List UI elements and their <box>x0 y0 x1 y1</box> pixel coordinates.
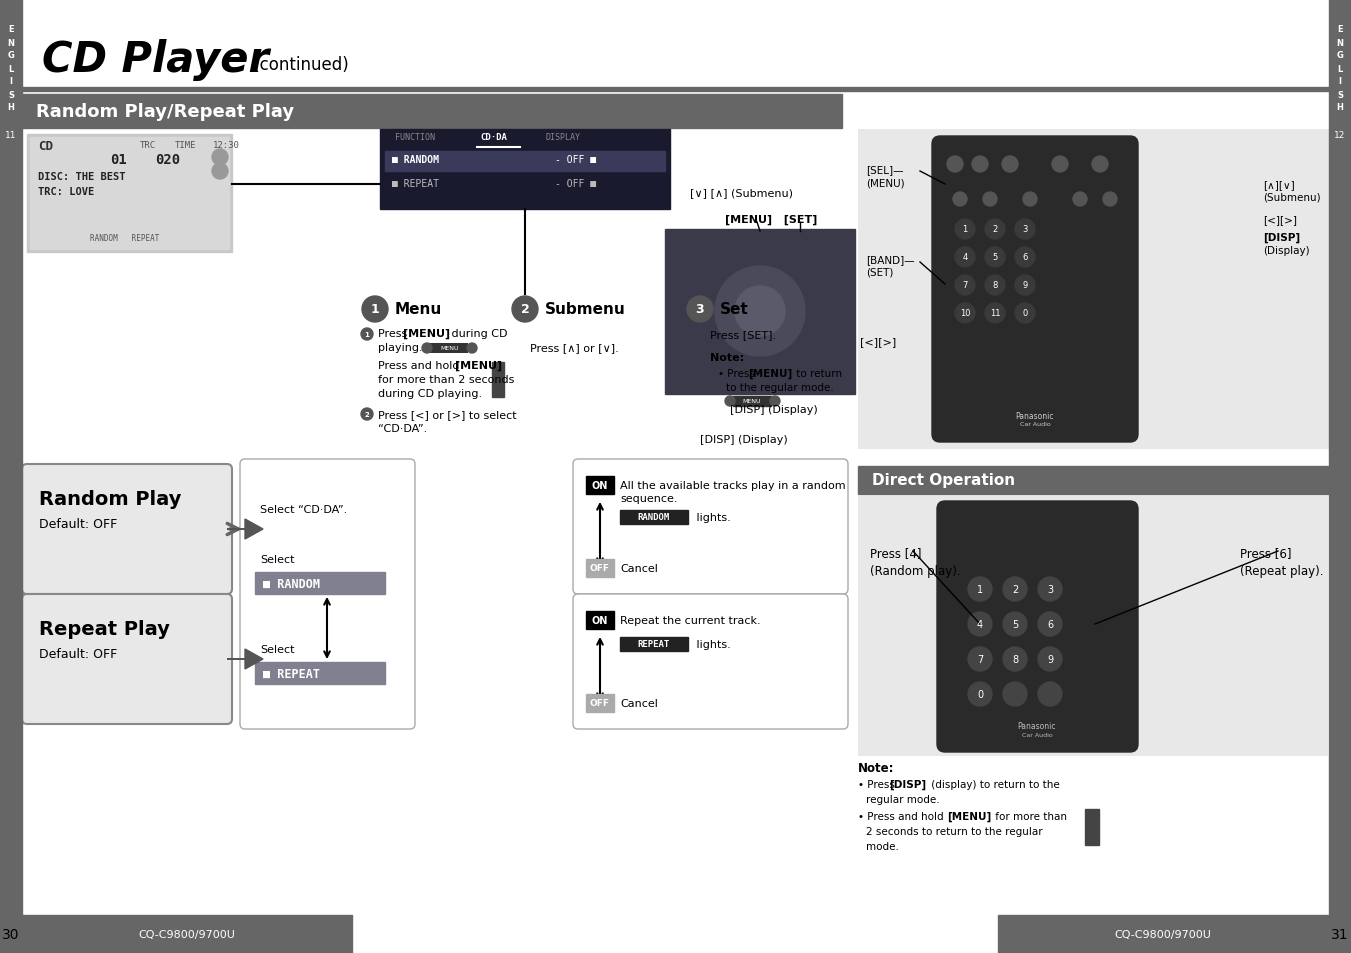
Bar <box>998 915 1328 953</box>
Circle shape <box>985 248 1005 268</box>
Circle shape <box>955 248 975 268</box>
Circle shape <box>688 296 713 323</box>
Text: Press: Press <box>378 329 411 338</box>
Text: to return: to return <box>793 369 842 378</box>
Circle shape <box>467 344 477 354</box>
Text: [MENU]: [MENU] <box>403 329 450 338</box>
Text: Press [<] or [>] to select: Press [<] or [>] to select <box>378 410 516 419</box>
Text: (Submenu): (Submenu) <box>1263 193 1321 203</box>
Circle shape <box>361 329 373 340</box>
Text: [DISP] (Display): [DISP] (Display) <box>730 405 817 415</box>
Text: G: G <box>1336 51 1343 60</box>
Text: Car Audio: Car Audio <box>1021 733 1052 738</box>
Text: Note:: Note: <box>711 353 744 363</box>
Text: 020: 020 <box>155 152 180 167</box>
Circle shape <box>1015 275 1035 295</box>
Text: 9: 9 <box>1023 281 1028 291</box>
Text: Panasonic: Panasonic <box>1017 721 1056 731</box>
Text: - OFF ■: - OFF ■ <box>555 154 596 165</box>
Text: CQ-C9800/9700U: CQ-C9800/9700U <box>139 929 235 939</box>
FancyBboxPatch shape <box>938 501 1138 752</box>
Text: during CD: during CD <box>449 329 508 338</box>
Text: Car Audio: Car Audio <box>1020 422 1050 427</box>
Circle shape <box>984 193 997 207</box>
Text: Panasonic: Panasonic <box>1016 412 1054 421</box>
Bar <box>858 467 1328 495</box>
Text: CD·DA: CD·DA <box>480 132 507 142</box>
Text: 10: 10 <box>959 309 970 318</box>
Text: S: S <box>8 91 14 99</box>
Text: 7: 7 <box>977 655 984 664</box>
Text: Cancel: Cancel <box>620 699 658 708</box>
Circle shape <box>1015 220 1035 240</box>
Bar <box>586 612 613 629</box>
Text: E: E <box>1337 26 1343 34</box>
Circle shape <box>212 150 228 166</box>
Text: ON: ON <box>592 616 608 625</box>
Bar <box>30 138 230 250</box>
Text: ■ RANDOM: ■ RANDOM <box>263 577 320 590</box>
Text: All the available tracks play in a random
sequence.: All the available tracks play in a rando… <box>620 480 846 504</box>
Text: Cancel: Cancel <box>620 563 658 574</box>
Text: Press [6]
(Repeat play).: Press [6] (Repeat play). <box>1240 546 1324 578</box>
Text: 2: 2 <box>520 303 530 316</box>
Circle shape <box>985 220 1005 240</box>
Text: regular mode.: regular mode. <box>866 794 940 804</box>
Text: [DISP]: [DISP] <box>889 780 927 789</box>
Text: 3: 3 <box>1023 225 1028 234</box>
Text: N: N <box>8 38 15 48</box>
Text: 8: 8 <box>1012 655 1019 664</box>
Circle shape <box>1038 578 1062 601</box>
Text: • Press: • Press <box>858 780 898 789</box>
Text: [MENU]: [MENU] <box>455 360 503 371</box>
Bar <box>385 152 665 172</box>
Text: 3: 3 <box>696 303 704 316</box>
Circle shape <box>985 275 1005 295</box>
Text: 1: 1 <box>977 584 984 595</box>
Text: RANDOM: RANDOM <box>638 513 670 522</box>
Text: Note:: Note: <box>858 761 894 774</box>
Text: mode.: mode. <box>866 841 898 851</box>
Text: Set: Set <box>720 302 748 317</box>
Text: [∧][∨]: [∧][∨] <box>1263 180 1294 190</box>
Circle shape <box>1015 304 1035 324</box>
Text: 6: 6 <box>1047 619 1052 629</box>
Text: for more than: for more than <box>992 811 1067 821</box>
Circle shape <box>955 220 975 240</box>
Bar <box>858 130 1337 450</box>
Circle shape <box>1102 193 1117 207</box>
Text: L: L <box>8 65 14 73</box>
Circle shape <box>1073 193 1088 207</box>
Text: Menu: Menu <box>394 302 442 317</box>
Text: ON: ON <box>592 480 608 491</box>
Circle shape <box>1002 647 1027 671</box>
Text: E: E <box>8 26 14 34</box>
Circle shape <box>1038 613 1062 637</box>
FancyBboxPatch shape <box>573 595 848 729</box>
Text: 11: 11 <box>5 131 16 139</box>
Text: 2: 2 <box>993 225 997 234</box>
Text: 7: 7 <box>962 281 967 291</box>
Text: to the regular mode.: to the regular mode. <box>725 382 834 393</box>
Text: FUNCTION: FUNCTION <box>394 132 435 142</box>
Circle shape <box>1002 613 1027 637</box>
Circle shape <box>985 304 1005 324</box>
Circle shape <box>1002 578 1027 601</box>
Text: 1: 1 <box>370 303 380 316</box>
Text: Select: Select <box>259 555 295 564</box>
Text: L: L <box>1337 65 1343 73</box>
Text: (MENU): (MENU) <box>866 178 905 188</box>
Circle shape <box>969 613 992 637</box>
Bar <box>1329 0 1351 953</box>
Circle shape <box>725 396 735 407</box>
Text: during CD playing.: during CD playing. <box>378 389 482 398</box>
Text: OFF: OFF <box>590 564 611 573</box>
Text: [<][>]: [<][>] <box>861 336 896 347</box>
FancyBboxPatch shape <box>932 137 1138 442</box>
Text: ■ REPEAT: ■ REPEAT <box>263 667 320 679</box>
Text: 2 seconds to return to the regular: 2 seconds to return to the regular <box>866 826 1043 836</box>
Circle shape <box>955 304 975 324</box>
Bar <box>620 511 688 524</box>
Text: 31: 31 <box>1331 927 1348 941</box>
Text: 2: 2 <box>365 412 369 417</box>
